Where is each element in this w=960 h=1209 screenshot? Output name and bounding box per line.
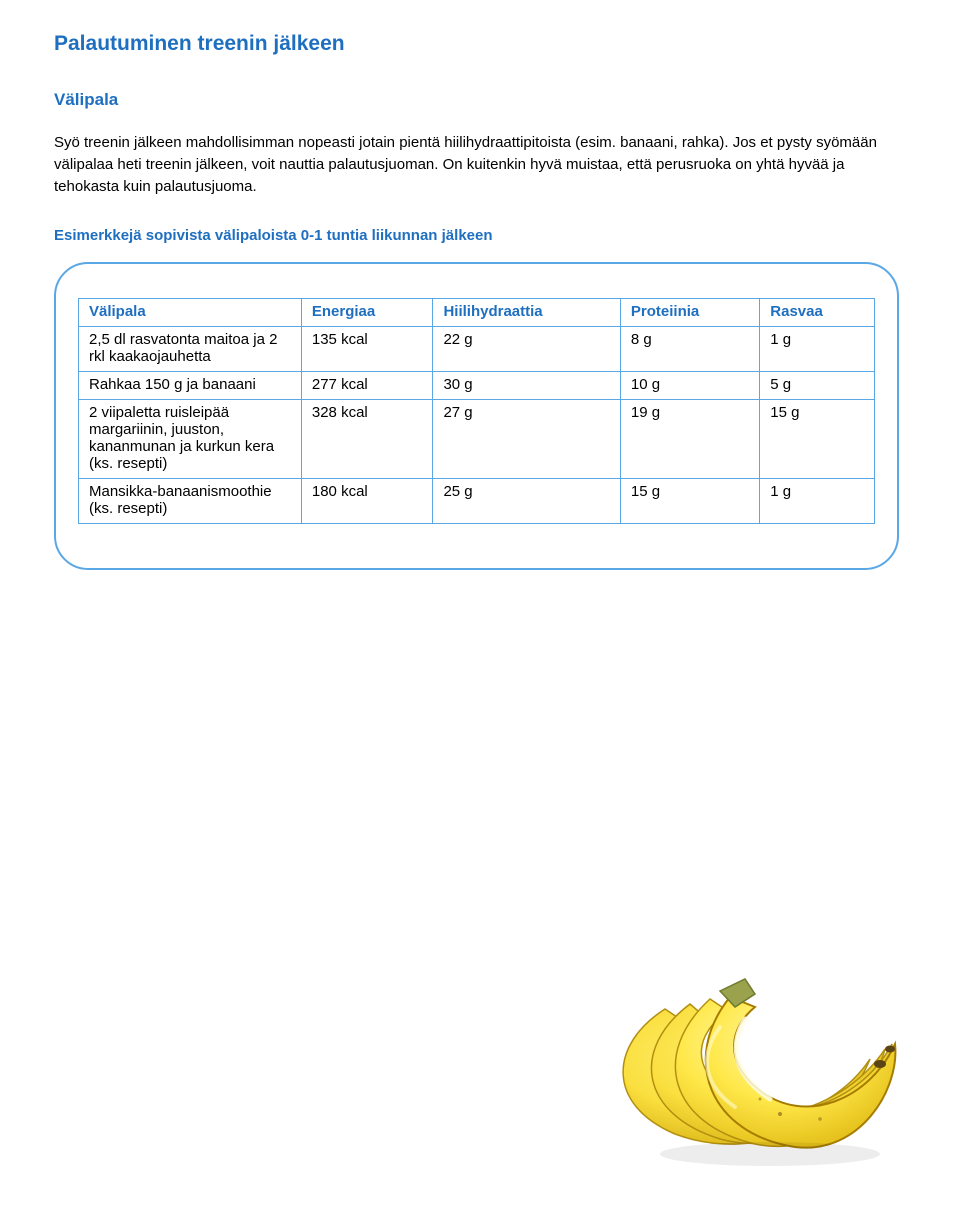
table-heading: Esimerkkejä sopivista välipaloista 0-1 t… bbox=[54, 227, 896, 244]
body-paragraph: Syö treenin jälkeen mahdollisimman nopea… bbox=[54, 132, 896, 197]
section-title: Välipala bbox=[54, 90, 896, 110]
table-header-row: Välipala Energiaa Hiilihydraattia Protei… bbox=[79, 299, 875, 327]
cell: 328 kcal bbox=[301, 400, 433, 479]
page-title: Palautuminen treenin jälkeen bbox=[54, 32, 896, 56]
cell: Mansikka-banaanismoothie (ks. resepti) bbox=[79, 479, 302, 524]
col-header: Hiilihydraattia bbox=[433, 299, 620, 327]
cell: 1 g bbox=[760, 479, 875, 524]
cell: 2 viipaletta ruisleipää margariinin, juu… bbox=[79, 400, 302, 479]
col-header: Välipala bbox=[79, 299, 302, 327]
banana-illustration bbox=[570, 949, 900, 1169]
cell: 27 g bbox=[433, 400, 620, 479]
cell: Rahkaa 150 g ja banaani bbox=[79, 372, 302, 400]
col-header: Proteiinia bbox=[620, 299, 759, 327]
cell: 19 g bbox=[620, 400, 759, 479]
nutrition-table: Välipala Energiaa Hiilihydraattia Protei… bbox=[78, 298, 875, 524]
table-row: 2,5 dl rasvatonta maitoa ja 2 rkl kaakao… bbox=[79, 327, 875, 372]
cell: 25 g bbox=[433, 479, 620, 524]
cell: 277 kcal bbox=[301, 372, 433, 400]
cell: 135 kcal bbox=[301, 327, 433, 372]
cell: 1 g bbox=[760, 327, 875, 372]
cell: 30 g bbox=[433, 372, 620, 400]
cell: 180 kcal bbox=[301, 479, 433, 524]
table-callout: Välipala Energiaa Hiilihydraattia Protei… bbox=[54, 262, 899, 570]
cell: 8 g bbox=[620, 327, 759, 372]
cell: 15 g bbox=[760, 400, 875, 479]
cell: 5 g bbox=[760, 372, 875, 400]
cell: 10 g bbox=[620, 372, 759, 400]
col-header: Energiaa bbox=[301, 299, 433, 327]
cell: 22 g bbox=[433, 327, 620, 372]
table-bubble: Välipala Energiaa Hiilihydraattia Protei… bbox=[54, 262, 899, 570]
col-header: Rasvaa bbox=[760, 299, 875, 327]
cell: 2,5 dl rasvatonta maitoa ja 2 rkl kaakao… bbox=[79, 327, 302, 372]
cell: 15 g bbox=[620, 479, 759, 524]
table-row: Rahkaa 150 g ja banaani 277 kcal 30 g 10… bbox=[79, 372, 875, 400]
table-row: Mansikka-banaanismoothie (ks. resepti) 1… bbox=[79, 479, 875, 524]
table-row: 2 viipaletta ruisleipää margariinin, juu… bbox=[79, 400, 875, 479]
